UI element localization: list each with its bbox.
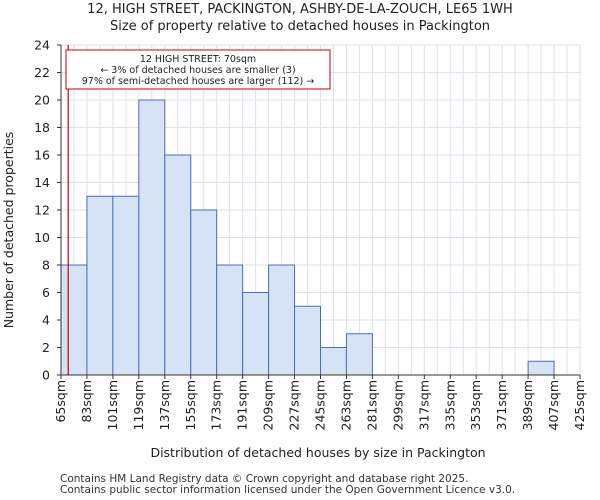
bar-137sqm (164, 154, 192, 376)
bar-209sqm (268, 264, 296, 376)
y-tick-label: 18 (34, 120, 50, 135)
bar-83sqm (86, 195, 114, 376)
footer-line-2: Contains public sector information licen… (60, 484, 516, 496)
x-tick-label-353sqm: 353sqm (468, 380, 483, 430)
x-tick-label-317sqm: 317sqm (416, 380, 431, 430)
x-tick-label-227sqm: 227sqm (287, 380, 302, 430)
axes (57, 44, 581, 379)
x-tick-label-425sqm: 425sqm (572, 380, 587, 430)
x-tick-label-65sqm: 65sqm (53, 380, 68, 423)
annotation-frame (65, 49, 331, 90)
bar-227sqm (294, 305, 321, 376)
x-tick-label-299sqm: 299sqm (390, 380, 405, 430)
x-tick-label-407sqm: 407sqm (546, 380, 561, 430)
footer-line-1: Contains HM Land Registry data © Crown c… (60, 473, 469, 485)
annotation-box: 12 HIGH STREET: 70sqm ← 3% of detached h… (65, 49, 331, 90)
bar-389sqm (527, 360, 555, 376)
y-tick-label: 8 (42, 258, 50, 273)
bar-245sqm (320, 347, 347, 376)
x-tick-label-155sqm: 155sqm (183, 380, 198, 430)
x-tick-label-191sqm: 191sqm (235, 380, 250, 430)
annotation-line-1: 12 HIGH STREET: 70sqm (140, 54, 256, 65)
x-tick-label-209sqm: 209sqm (261, 380, 276, 430)
y-tick-label: 24 (34, 38, 50, 53)
x-tick-label-83sqm: 83sqm (79, 380, 94, 423)
x-tick-label-137sqm: 137sqm (157, 380, 172, 430)
bar-101sqm (112, 195, 140, 376)
x-tick-label-245sqm: 245sqm (313, 380, 328, 430)
y-axis-label: Number of detached properties (1, 132, 16, 329)
bar-119sqm (138, 99, 166, 376)
x-tick-label-389sqm: 389sqm (520, 380, 535, 430)
x-tick-label-173sqm: 173sqm (209, 380, 224, 430)
x-tick-label-281sqm: 281sqm (364, 380, 379, 430)
y-tick-label: 10 (34, 230, 50, 245)
y-tick-label: 4 (42, 313, 50, 328)
bar-65sqm (60, 264, 88, 376)
annotation-line-3: 97% of semi-detached houses are larger (… (82, 76, 315, 87)
chart-title-line-2: Size of property relative to detached ho… (109, 19, 491, 34)
x-tick-label-101sqm: 101sqm (105, 380, 120, 430)
bar-155sqm (190, 209, 218, 376)
bar-173sqm (216, 264, 244, 376)
y-tick-label: 22 (34, 65, 50, 80)
y-tick-label: 20 (34, 93, 50, 108)
bar-191sqm (242, 292, 270, 376)
y-tick-label: 0 (42, 368, 50, 383)
y-tick-label: 16 (34, 148, 50, 163)
x-axis-label: Distribution of detached houses by size … (150, 445, 485, 460)
x-tick-label-335sqm: 335sqm (442, 380, 457, 430)
x-tick-label-371sqm: 371sqm (494, 380, 509, 430)
bar-263sqm (345, 333, 373, 376)
x-tick-label-119sqm: 119sqm (131, 380, 146, 430)
x-tick-label-263sqm: 263sqm (338, 380, 353, 430)
annotation-line-2: ← 3% of detached houses are smaller (3) (100, 65, 295, 76)
y-tick-label: 12 (34, 203, 50, 218)
y-tick-label: 14 (34, 175, 50, 190)
y-tick-label: 2 (42, 340, 50, 355)
y-tick-label: 6 (42, 285, 50, 300)
chart-title-line-1: 12, HIGH STREET, PACKINGTON, ASHBY-DE-LA… (87, 2, 513, 17)
